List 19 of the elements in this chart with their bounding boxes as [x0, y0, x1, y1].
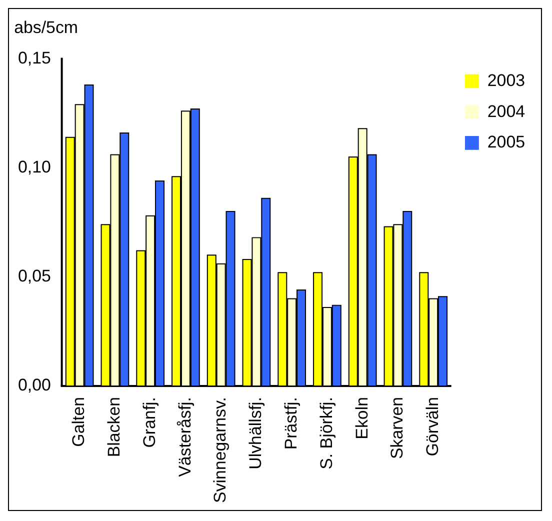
x-tick-label: Ulvhällsfj. [246, 396, 266, 470]
y-tick-label: 0,00 [18, 376, 51, 395]
x-tick-label: Granfj. [140, 396, 159, 448]
x-tick-label: Prästfj. [282, 396, 300, 450]
x-tick-label: Svinnegarnsv. [210, 396, 230, 503]
x-tick-label: Skarven [388, 396, 407, 460]
x-tick-label: Västeråsfj. [175, 396, 194, 477]
y-tick-label: 0,15 [18, 48, 51, 68]
x-tick-label: Ekoln [352, 396, 372, 440]
y-tick-label: 0,10 [18, 158, 51, 177]
x-tick-label: Galten [69, 396, 88, 447]
x-tick-label: S. Björkfj. [316, 396, 336, 470]
legend-label: 2005 [487, 132, 526, 152]
x-tick-label: Blacken [104, 396, 124, 458]
legend-label: 2004 [487, 102, 526, 121]
y-axis-title: abs/5cm [14, 18, 78, 38]
legend-label: 2003 [487, 70, 526, 90]
x-tick-label: Görväln [423, 396, 442, 456]
y-tick-label: 0,05 [18, 266, 51, 286]
